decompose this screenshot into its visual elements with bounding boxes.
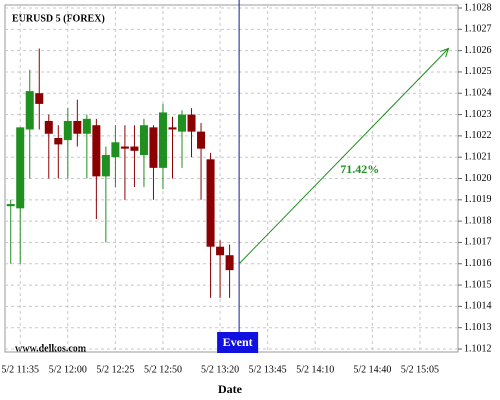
candle-body	[178, 114, 187, 132]
x-axis-label: Date	[218, 382, 243, 396]
candle-body	[16, 127, 25, 209]
candle-body	[225, 255, 234, 271]
chart-title: EURUSD 5 (FOREX)	[12, 13, 105, 24]
candle-body	[139, 125, 148, 156]
x-tick-label: 5/2 15:05	[401, 364, 439, 375]
candle-body	[111, 142, 120, 158]
y-tick-label: 1.1023	[464, 109, 492, 120]
arrow-head	[439, 47, 450, 58]
candle-body	[101, 155, 110, 177]
forecast-arrow	[238, 48, 449, 265]
x-tick-label: 5/2 14:40	[353, 364, 391, 375]
candle-body	[35, 93, 44, 104]
candle-body	[130, 146, 139, 151]
watermark: www.delkos.com	[15, 343, 87, 354]
y-tick-label: 1.1017	[464, 237, 492, 248]
y-tick-label: 1.1024	[464, 88, 492, 99]
candle-body	[92, 125, 101, 177]
y-tick-label: 1.1016	[464, 258, 492, 269]
y-tick-label: 1.1015	[464, 279, 492, 290]
y-tick-label: 1.1013	[464, 322, 492, 333]
candle-body	[187, 114, 196, 132]
x-tick-label: 5/2 12:00	[49, 364, 87, 375]
candle-body	[25, 91, 34, 130]
candle-body	[216, 246, 225, 256]
candle-body	[206, 159, 215, 247]
y-tick-label: 1.1018	[464, 215, 492, 226]
x-tick-label: 5/2 12:50	[144, 364, 182, 375]
y-tick-label: 1.1014	[464, 301, 492, 312]
x-tick-label: 5/2 14:10	[296, 364, 334, 375]
candle-body	[54, 138, 63, 145]
y-tick-label: 1.1021	[464, 151, 492, 162]
event-box	[217, 332, 259, 353]
candle-body	[168, 127, 177, 130]
y-tick-label: 1.1012	[464, 343, 492, 354]
x-tick-label: 5/2 13:45	[249, 364, 287, 375]
y-tick-label: 1.1020	[464, 173, 492, 184]
candle-body	[6, 204, 15, 207]
candle-body	[197, 131, 206, 149]
y-tick-label: 1.1019	[464, 194, 492, 205]
event-label: Event	[223, 335, 253, 349]
x-tick-label: 5/2 11:35	[1, 364, 39, 375]
y-tick-label: 1.1028	[464, 2, 492, 13]
x-tick-label: 5/2 13:20	[201, 364, 239, 375]
candle-body	[158, 112, 167, 168]
candle-body	[149, 127, 158, 168]
x-tick-label: 5/2 12:25	[96, 364, 134, 375]
candle-body	[44, 120, 53, 134]
y-tick-label: 1.1026	[464, 45, 492, 56]
candle-body	[82, 118, 91, 134]
y-tick-label: 1.1025	[464, 66, 492, 77]
y-tick-label: 1.1027	[464, 24, 492, 35]
y-tick-label: 1.1022	[464, 130, 492, 141]
forecast-label: 71.42%	[340, 162, 379, 176]
candle-body	[120, 146, 129, 149]
candle-body	[63, 120, 72, 141]
candle-body	[73, 120, 82, 134]
